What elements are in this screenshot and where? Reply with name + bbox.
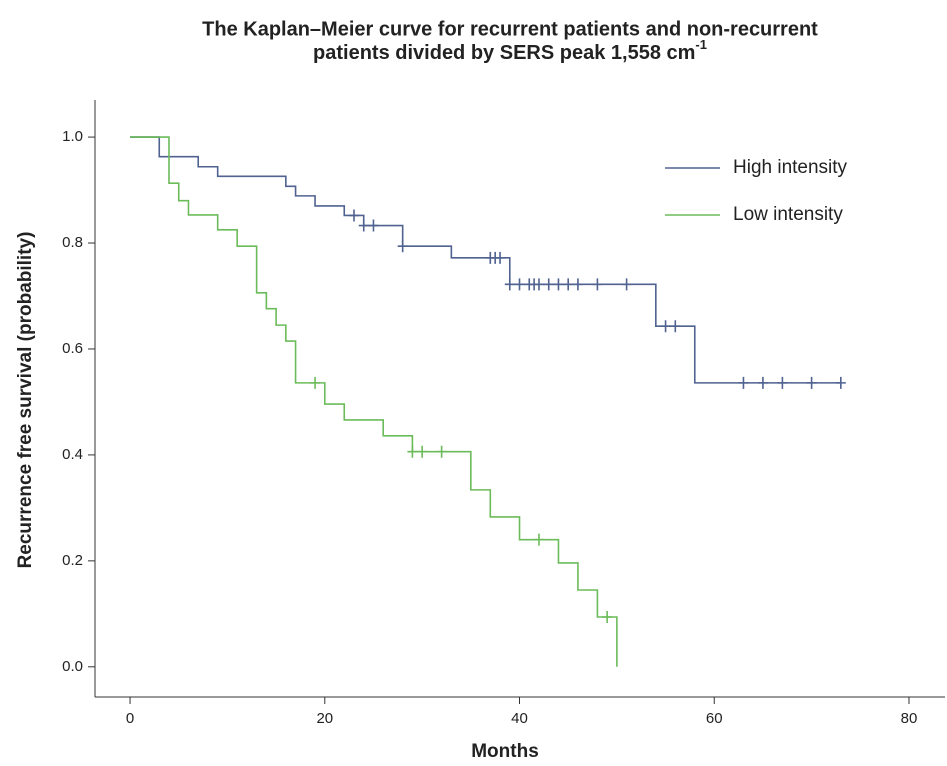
y-tick-label: 0.4 — [62, 446, 83, 463]
censor-mark — [660, 320, 671, 333]
censor-mark — [543, 278, 554, 291]
censor-mark — [348, 209, 359, 222]
censor-mark — [358, 219, 369, 232]
censor-mark — [757, 376, 768, 389]
y-tick-label: 0.2 — [62, 552, 83, 569]
x-tick-label: 20 — [316, 710, 333, 727]
y-tick-label: 0.8 — [62, 234, 83, 251]
censor-mark — [835, 376, 846, 389]
chart-title: patients divided by SERS peak 1,558 cm — [313, 42, 695, 64]
censor-mark — [621, 278, 632, 291]
censor-mark — [777, 376, 788, 389]
censor-mark — [563, 278, 574, 291]
x-tick-label: 40 — [511, 710, 528, 727]
censor-mark — [572, 278, 583, 291]
censor-mark — [436, 445, 447, 458]
chart-title: patients divided by SERS peak 1,558 cm-1 — [313, 37, 707, 64]
censor-mark — [806, 376, 817, 389]
censor-mark — [533, 533, 544, 546]
censor-mark — [514, 278, 525, 291]
x-axis-label: Months — [471, 741, 539, 762]
censor-mark — [417, 445, 428, 458]
censor-mark — [495, 251, 506, 264]
y-axis-label: Recurrence free survival (probability) — [15, 232, 36, 569]
x-tick-label: 60 — [706, 710, 723, 727]
y-tick-label: 1.0 — [62, 128, 83, 145]
chart-title: The Kaplan–Meier curve for recurrent pat… — [202, 18, 818, 40]
y-tick-label: 0.6 — [62, 340, 83, 357]
x-tick-label: 0 — [126, 710, 134, 727]
censor-mark — [592, 278, 603, 291]
censor-mark — [504, 278, 515, 291]
censor-mark — [533, 278, 544, 291]
censor-mark — [670, 320, 681, 333]
censor-mark — [602, 611, 613, 624]
censor-mark — [407, 445, 418, 458]
censor-mark — [553, 278, 564, 291]
survival-curve — [130, 136, 618, 667]
y-tick-label: 0.0 — [62, 658, 83, 675]
censor-mark — [368, 219, 379, 232]
legend-label: Low intensity — [733, 204, 843, 225]
censor-mark — [738, 376, 749, 389]
censor-mark — [310, 376, 321, 389]
title-superscript: -1 — [695, 37, 707, 52]
legend-label: High intensity — [733, 157, 848, 178]
censor-mark — [397, 240, 408, 253]
x-tick-label: 80 — [901, 710, 918, 727]
